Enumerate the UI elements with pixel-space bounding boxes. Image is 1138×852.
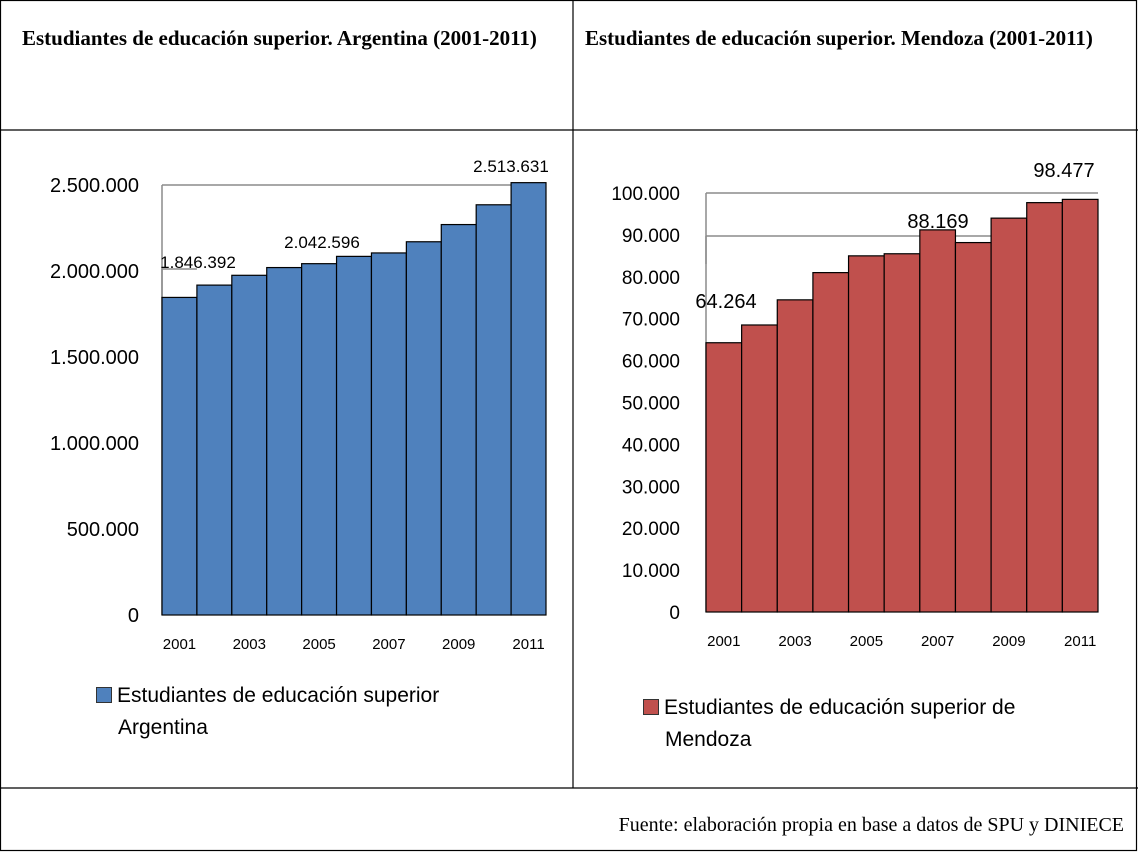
y-tick-label: 2.000.000 xyxy=(50,261,139,283)
left-cell-title: Estudiantes de educación superior. Argen… xyxy=(22,26,537,50)
right-cell-title: Estudiantes de educación superior. Mendo… xyxy=(585,26,1093,50)
y-tick-label: 20.000 xyxy=(622,519,680,540)
y-tick-label: 30.000 xyxy=(622,477,680,498)
bar-2009 xyxy=(990,217,1028,613)
y-tick-label: 60.000 xyxy=(622,352,680,373)
y-tick-label: 500.000 xyxy=(67,519,139,541)
mendoza-legend: Estudiantes de educación superior de Men… xyxy=(643,692,1123,756)
bar-2003 xyxy=(776,299,814,613)
bar-2002 xyxy=(741,324,778,613)
bar-2002 xyxy=(196,284,233,616)
argentina-chart: 0 500.000 1.000.000 1.500.000 2.000.000 2.500… xyxy=(50,157,549,653)
legend-swatch-mendoza xyxy=(643,699,659,715)
data-label: 88.169 xyxy=(907,211,968,233)
argentina-legend: Estudiantes de educación superior Argent… xyxy=(96,680,546,744)
bar-2008 xyxy=(405,241,442,616)
bar-2010 xyxy=(475,204,512,616)
y-tick-label: 70.000 xyxy=(622,310,680,331)
bar-2008 xyxy=(954,241,992,613)
legend-label-line1: Estudiantes de educación superior de xyxy=(664,696,1016,719)
legend-label-line1: Estudiantes de educación superior xyxy=(117,684,440,707)
bar-2004 xyxy=(266,266,303,616)
x-tick-label: 2003 xyxy=(233,636,266,653)
y-tick-label: 100.000 xyxy=(611,184,680,205)
y-tick-label: 40.000 xyxy=(622,435,680,456)
bar-2010 xyxy=(1026,202,1063,613)
y-tick-label: 90.000 xyxy=(622,226,680,247)
source-note: Fuente: elaboración propia en base a dat… xyxy=(618,814,1124,836)
bar-2011 xyxy=(510,182,547,616)
data-label: 1.846.392 xyxy=(160,253,236,272)
bar-2007 xyxy=(370,252,407,616)
data-label: 2.513.631 xyxy=(473,157,549,176)
bar-2005 xyxy=(301,263,338,616)
x-tick-label: 2007 xyxy=(921,633,954,650)
x-tick-label: 2011 xyxy=(512,636,544,653)
y-tick-label: 50.000 xyxy=(622,394,680,415)
x-tick-label: 2001 xyxy=(707,633,740,650)
y-tick-label: 1.000.000 xyxy=(50,433,139,455)
legend-swatch-argentina xyxy=(96,687,112,703)
legend-label-line2: Mendoza xyxy=(665,728,752,751)
y-tick-label: 10.000 xyxy=(622,561,680,582)
bar-2001 xyxy=(705,342,743,613)
data-label: 64.264 xyxy=(695,291,756,313)
mendoza-chart: 0 10.000 20.000 30.000 40.000 50.000 60.000 70.… xyxy=(611,160,1099,650)
y-tick-label: 2.500.000 xyxy=(50,175,139,197)
x-tick-label: 2005 xyxy=(302,636,335,653)
bar-2004 xyxy=(812,272,850,613)
x-tick-label: 2007 xyxy=(372,636,405,653)
bar-2011 xyxy=(1061,198,1099,613)
bar-2009 xyxy=(440,223,477,616)
data-label: 2.042.596 xyxy=(284,233,360,252)
y-tick-label: 0 xyxy=(128,605,139,627)
bar-2001 xyxy=(161,296,198,616)
data-label: 98.477 xyxy=(1033,160,1094,182)
bar-2005 xyxy=(847,255,885,613)
y-tick-label: 80.000 xyxy=(622,268,680,289)
bar-2006 xyxy=(883,253,921,613)
x-tick-label: 2011 xyxy=(1064,633,1096,650)
x-tick-label: 2001 xyxy=(163,636,196,653)
x-tick-label: 2009 xyxy=(992,633,1025,650)
bar-2006 xyxy=(335,255,373,616)
y-tick-label: 0 xyxy=(669,603,680,624)
legend-label-line2: Argentina xyxy=(118,716,208,739)
x-tick-label: 2005 xyxy=(850,633,883,650)
bar-2007 xyxy=(919,229,957,613)
bar-2003 xyxy=(231,274,268,616)
y-tick-label: 1.500.000 xyxy=(50,347,139,369)
x-tick-label: 2003 xyxy=(778,633,811,650)
x-tick-label: 2009 xyxy=(442,636,475,653)
